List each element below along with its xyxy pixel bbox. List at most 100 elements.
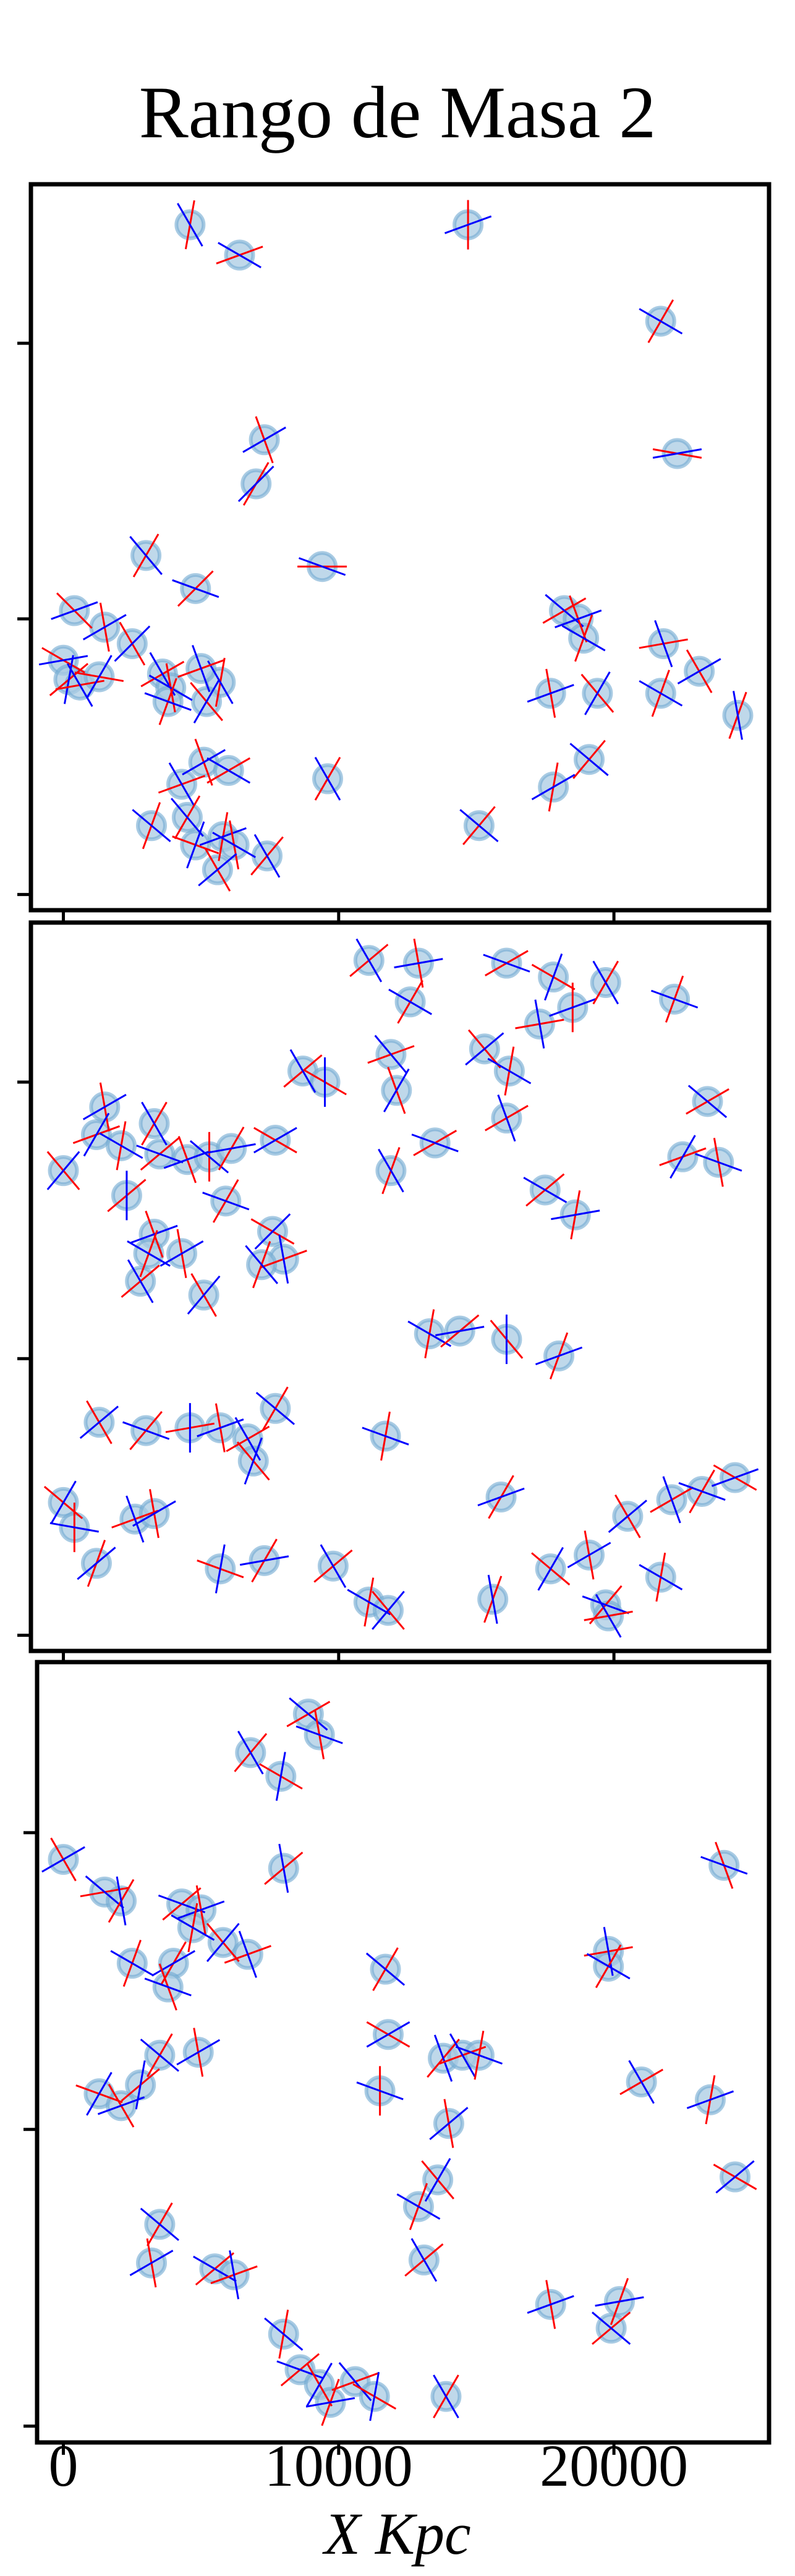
blue-vector: [639, 308, 683, 335]
blue-vector: [130, 1224, 178, 1244]
blue-vector: [171, 1914, 215, 1941]
blue-vector: [608, 1499, 647, 1533]
panel-frame: [28, 920, 772, 1653]
blue-vector: [592, 960, 619, 1005]
blue-vector: [49, 1522, 99, 1533]
blue-vector: [407, 1320, 452, 1347]
blue-vector: [369, 2371, 380, 2421]
blue-vector: [465, 1032, 504, 1066]
blue-vector: [523, 1177, 568, 1203]
blue-vector: [215, 1544, 226, 1593]
vectors-group: [41, 1697, 757, 2426]
blue-vector: [424, 2157, 451, 2202]
blue-vector: [127, 1259, 154, 1303]
blue-vector: [199, 827, 247, 847]
blue-vector: [141, 1101, 168, 1146]
blue-vector: [306, 2363, 333, 2407]
blue-vector: [595, 2296, 644, 2307]
blue-vector: [592, 2311, 631, 2345]
blue-vector: [531, 774, 576, 801]
blue-vector: [429, 2107, 469, 2141]
blue-vector: [677, 658, 721, 685]
blue-vector: [85, 1875, 124, 1909]
blue-vector: [686, 2090, 734, 2109]
x-tick-label: 10000: [265, 2433, 413, 2499]
blue-vector: [365, 1952, 406, 1986]
blue-vector: [639, 1564, 683, 1590]
blue-vector: [378, 1148, 404, 1193]
panel-frame: [28, 182, 772, 913]
x-tick-label: 20000: [540, 2433, 688, 2499]
blue-vector: [129, 2250, 174, 2276]
blue-vector: [544, 953, 563, 1001]
blue-vector: [82, 613, 127, 641]
blue-vector: [444, 215, 492, 234]
blue-vector: [50, 1480, 77, 1525]
blue-vector: [264, 2317, 304, 2351]
panels-layer: [17, 182, 772, 2455]
blue-vector: [79, 1405, 119, 1439]
blue-vector: [356, 2081, 404, 2100]
blue-vector: [82, 1093, 127, 1120]
x-tick-labels: 0 10000 20000: [49, 2433, 689, 2499]
blue-vector: [654, 620, 673, 668]
blue-vector: [487, 1057, 532, 1085]
panel-1: [17, 182, 772, 923]
blue-vector: [586, 1953, 631, 1980]
blue-vector: [355, 938, 383, 983]
blue-vector: [561, 625, 606, 652]
blue-vector: [132, 809, 171, 843]
blue-vector: [534, 999, 545, 1049]
blue-vector: [110, 1950, 155, 1977]
blue-vector: [628, 2060, 655, 2104]
blue-vector: [86, 655, 113, 699]
blue-vector: [177, 203, 203, 247]
blue-vector: [715, 2160, 755, 2194]
blue-vector: [237, 466, 274, 502]
blue-vector: [687, 1085, 728, 1119]
blue-vector: [320, 1544, 347, 1589]
blue-vector: [670, 1135, 696, 1179]
blue-vector: [242, 426, 286, 453]
blue-vector: [733, 691, 743, 740]
vectors-group: [43, 938, 759, 1638]
blue-vector: [695, 1153, 742, 1172]
blue-vector: [172, 579, 219, 598]
blue-vector: [567, 1542, 611, 1569]
blue-vector: [46, 1151, 80, 1190]
blue-vector: [237, 1730, 264, 1775]
blue-vector: [140, 2207, 179, 2241]
blue-vector: [314, 757, 341, 801]
blue-vector: [253, 834, 281, 878]
blue-vector: [289, 1049, 317, 1093]
blue-vector: [41, 1846, 85, 1873]
blue-vector: [189, 1140, 229, 1174]
blue-vector: [433, 2034, 453, 2082]
blue-vector: [140, 2038, 179, 2072]
blue-vector: [238, 1930, 257, 1978]
blue-vector: [182, 749, 226, 775]
blue-vector: [193, 680, 220, 724]
blue-vector: [186, 821, 205, 869]
blue-vector: [549, 998, 597, 1017]
blue-vector: [176, 2039, 221, 2066]
blue-vector: [135, 2060, 146, 2110]
blue-vector: [497, 1094, 516, 1142]
blue-vector: [410, 2238, 438, 2282]
blue-vector: [244, 1437, 263, 1485]
vectors-group: [38, 200, 747, 892]
blue-vector: [275, 1752, 286, 1801]
blue-vector: [477, 1487, 525, 1507]
panel-2: [17, 920, 772, 1663]
blue-vector: [449, 2033, 476, 2078]
blue-vector: [207, 660, 234, 704]
blue-vector: [383, 1068, 410, 1112]
blue-vector: [206, 1143, 256, 1154]
blue-vector: [662, 1476, 681, 1524]
blue-vector: [652, 448, 702, 459]
blue-vector: [255, 1391, 295, 1425]
blue-vector: [372, 1590, 405, 1630]
blue-vector: [535, 1346, 583, 1365]
blue-vector: [374, 1034, 408, 1074]
